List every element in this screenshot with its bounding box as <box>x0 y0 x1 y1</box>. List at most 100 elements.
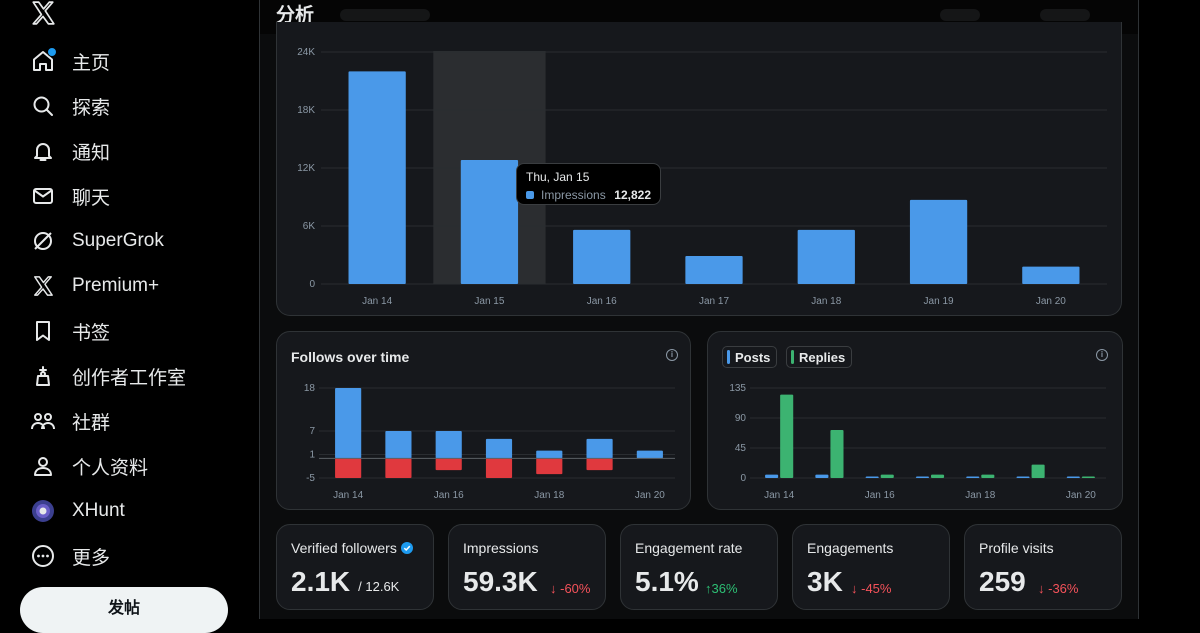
nav-item-premium[interactable]: Premium+ <box>20 266 159 306</box>
analytics-main: 分析 0 6K 12K 18K 24K Jan 14 Jan 15 Jan 16 Jan 17 J… <box>259 0 1139 619</box>
y-tick-label: 0 <box>309 279 315 290</box>
nav-item-communities[interactable]: 社群 <box>20 401 110 441</box>
stat-total: / 12.6K <box>358 579 400 594</box>
nav-item-label: 个人资料 <box>72 457 149 479</box>
x-tick-label: Jan 18 <box>965 490 995 501</box>
follows-chart[interactable]: -5 1 7 18 Jan 14 Jan 16 Jan 18 Jan 20 <box>277 332 692 511</box>
replies-bar <box>981 474 995 478</box>
nav-item-explore[interactable]: 探索 <box>20 86 110 126</box>
x-tick-label: Jan 20 <box>1036 296 1066 307</box>
sidebar: 主页 探索 通知 聊天 SuperGrok Premium+ 书 <box>0 0 258 633</box>
posts-bar <box>865 476 879 478</box>
stat-card-verified-followers[interactable]: Verified followers 2.1K/ 12.6K <box>276 524 434 610</box>
nav-item-label: 通知 <box>72 142 111 164</box>
unfollows-bar <box>335 458 362 478</box>
nav-item-supergrok[interactable]: SuperGrok <box>20 221 164 261</box>
stat-label: Engagements <box>807 540 894 556</box>
x-tick-label: Jan 16 <box>434 490 464 501</box>
legend-label: Replies <box>799 349 846 365</box>
stat-label: Engagement rate <box>635 540 743 556</box>
follows-bar <box>586 438 613 459</box>
nav-item-label: 书签 <box>72 322 111 344</box>
nav-item-label: Premium+ <box>72 275 160 296</box>
unfollows-bar <box>536 458 563 475</box>
notification-dot <box>47 47 57 57</box>
communities-icon <box>30 408 56 434</box>
legend-swatch <box>791 350 794 364</box>
nav-item-label: 社群 <box>72 412 111 434</box>
arrow-up-icon: ↑ <box>705 581 712 596</box>
nav-item-label: 更多 <box>72 547 111 569</box>
x-tick-label: Jan 18 <box>811 296 841 307</box>
legend-swatch <box>727 350 730 364</box>
nav-item-notifications[interactable]: 通知 <box>20 131 110 171</box>
legend-label: Posts <box>735 349 771 365</box>
blurred-header-content <box>940 9 980 21</box>
stat-delta: ↑36% <box>705 581 738 596</box>
stat-card-engagement-rate[interactable]: Engagement rate 5.1% ↑36% <box>620 524 778 610</box>
nav-item-profile[interactable]: 个人资料 <box>20 446 148 486</box>
arrow-down-icon: ↓ <box>851 581 858 596</box>
x-tick-label: Jan 19 <box>924 296 954 307</box>
mail-icon <box>30 183 56 209</box>
y-tick-label: 0 <box>740 473 746 484</box>
post-button[interactable]: 发帖 <box>20 587 228 633</box>
impressions-bar <box>573 229 631 284</box>
x-tick-label: Jan 20 <box>635 490 665 501</box>
y-tick-label: 135 <box>729 383 746 394</box>
nav-item-label: XHunt <box>72 500 125 521</box>
nav-item-xhunt[interactable]: XHunt <box>20 491 125 531</box>
arrow-down-icon: ↓ <box>1038 581 1045 596</box>
legend-replies[interactable]: Replies <box>786 346 853 368</box>
tooltip-date: Thu, Jan 15 <box>526 170 590 184</box>
x-icon <box>30 273 56 299</box>
y-tick-label: 1 <box>309 450 315 461</box>
nav-item-home[interactable]: 主页 <box>20 41 110 81</box>
follows-bar <box>385 431 412 459</box>
stat-label: Profile visits <box>979 540 1054 556</box>
nav-item-bookmarks[interactable]: 书签 <box>20 311 110 351</box>
impressions-chart[interactable]: 0 6K 12K 18K 24K Jan 14 Jan 15 Jan 16 Jan 17 Jan … <box>277 22 1123 316</box>
stat-card-impressions[interactable]: Impressions 59.3K ↓ -60% <box>448 524 606 610</box>
info-icon[interactable]: i <box>666 349 678 361</box>
nav-item-creator-studio[interactable]: 创作者工作室 <box>20 356 186 396</box>
creator-studio-icon <box>30 363 56 389</box>
search-icon <box>30 93 56 119</box>
posts-bar <box>1016 476 1030 478</box>
x-logo-icon[interactable] <box>30 0 56 26</box>
stat-card-engagements[interactable]: Engagements 3K ↓ -45% <box>792 524 950 610</box>
nav-item-more[interactable]: 更多 <box>20 536 110 576</box>
stat-card-profile-visits[interactable]: Profile visits 259 ↓ -36% <box>964 524 1122 610</box>
unfollows-bar <box>485 458 513 478</box>
x-tick-label: Jan 16 <box>587 296 617 307</box>
stat-value: 59.3K <box>463 566 538 597</box>
replies-bar <box>1031 464 1045 478</box>
nav-item-label: 主页 <box>72 52 111 74</box>
blurred-header-content <box>1040 9 1090 21</box>
stat-label: Impressions <box>463 540 539 556</box>
card-title: Follows over time <box>291 349 410 365</box>
replies-bar <box>1081 476 1095 478</box>
legend-posts[interactable]: Posts <box>722 346 778 368</box>
impressions-chart-card: 0 6K 12K 18K 24K Jan 14 Jan 15 Jan 16 Jan 17 Jan … <box>276 22 1122 316</box>
follows-bar <box>485 438 513 459</box>
stat-value: 2.1K/ 12.6K <box>291 566 400 597</box>
impressions-bar <box>685 255 743 284</box>
impressions-bar <box>909 199 968 284</box>
nav-item-chat[interactable]: 聊天 <box>20 176 110 216</box>
replies-bar <box>931 474 945 478</box>
nav-item-label: SuperGrok <box>72 230 164 251</box>
unfollows-bar <box>435 458 462 471</box>
posts-replies-chart[interactable]: 0 45 90 135 Jan 14 Jan 16 Jan 18 Jan 20 <box>708 332 1124 511</box>
unfollows-bar <box>385 458 412 478</box>
info-icon[interactable]: i <box>1096 349 1108 361</box>
stat-delta: ↓ -36% <box>1038 581 1079 596</box>
follows-bar <box>536 450 563 459</box>
unfollows-bar <box>586 458 613 471</box>
stat-value: 259 <box>979 566 1026 597</box>
replies-bar <box>830 430 844 478</box>
x-tick-label: Jan 20 <box>1066 490 1096 501</box>
replies-bar <box>780 394 794 478</box>
follows-card: Follows over time i -5 1 7 18 Jan 14 Jan 16 Ja… <box>276 331 691 510</box>
impressions-bar <box>1022 266 1080 284</box>
